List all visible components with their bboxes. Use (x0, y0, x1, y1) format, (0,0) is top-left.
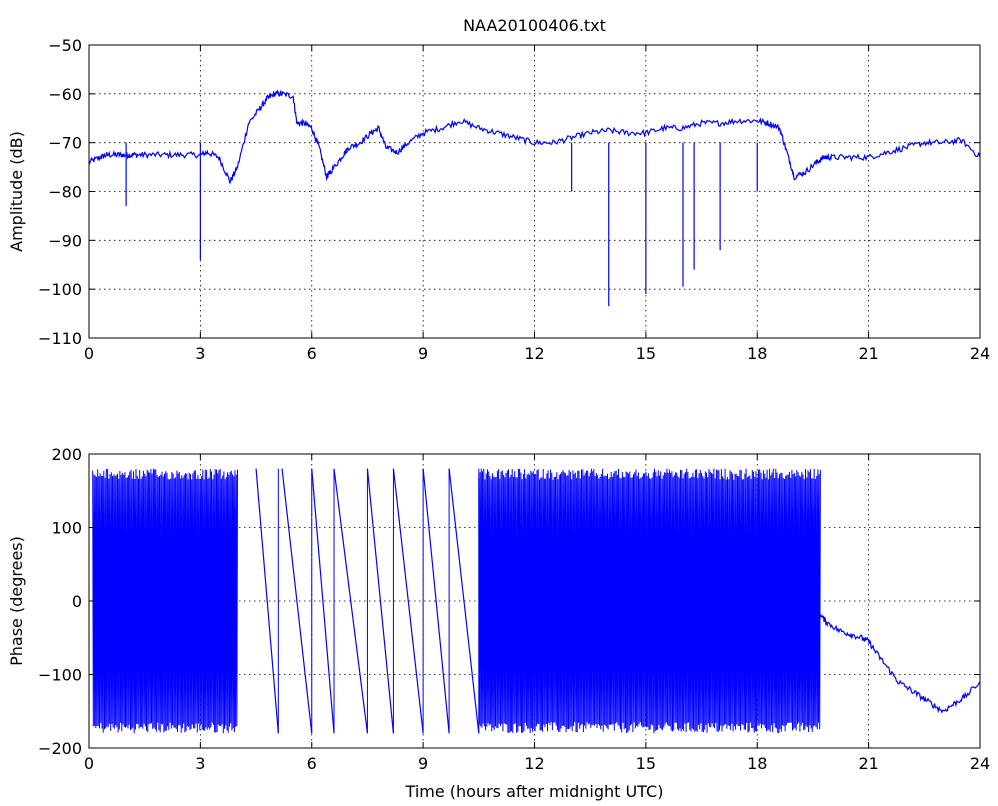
phase-ramp (333, 468, 369, 734)
x-tick-label: 12 (524, 754, 544, 773)
x-tick-label: 18 (747, 344, 767, 363)
x-tick-label: 15 (636, 344, 656, 363)
y-tick-label: 0 (72, 592, 82, 611)
amplitude-y-axis-label: Amplitude (dB) (7, 131, 26, 252)
y-tick-label: −200 (38, 739, 82, 758)
x-tick-label: 18 (747, 754, 767, 773)
phase-y-axis-label: Phase (degrees) (7, 536, 26, 666)
phase-ramp (281, 468, 313, 734)
x-tick-label: 0 (84, 754, 94, 773)
y-tick-label: 200 (51, 445, 82, 464)
phase-ramp (422, 468, 450, 734)
x-tick-label: 9 (418, 754, 428, 773)
phase-wrapped-region (478, 468, 821, 734)
x-tick-label: 0 (84, 344, 94, 363)
x-tick-label: 3 (195, 754, 205, 773)
y-tick-label: −80 (48, 183, 82, 202)
phase-ramp (311, 468, 335, 734)
y-tick-label: −50 (48, 36, 82, 55)
x-tick-label: 24 (970, 344, 990, 363)
data-layer (89, 89, 980, 307)
data-layer (92, 468, 980, 734)
phase-ramp (448, 468, 480, 734)
phase-ramp (392, 468, 424, 734)
x-tick-label: 6 (307, 344, 317, 363)
time-x-axis-label: Time (hours after midnight UTC) (405, 782, 664, 801)
x-tick-label: 9 (418, 344, 428, 363)
phase-series-line (819, 613, 980, 714)
x-tick-label: 21 (858, 754, 878, 773)
x-tick-label: 21 (858, 344, 878, 363)
phase-panel: Time (hours after midnight UTC) Phase (d… (7, 445, 990, 801)
x-tick-label: 6 (307, 754, 317, 773)
phase-wrapped-region (92, 468, 238, 734)
phase-ramp (366, 468, 395, 734)
phase-ramp (255, 468, 279, 734)
x-tick-label: 12 (524, 344, 544, 363)
y-tick-label: −110 (38, 329, 82, 348)
amplitude-series-line (89, 89, 980, 184)
y-tick-label: −60 (48, 85, 82, 104)
x-tick-label: 3 (195, 344, 205, 363)
y-tick-label: −90 (48, 231, 82, 250)
amplitude-panel: NAA20100406.txt Amplitude (dB) 0 3 6 9 12 15 1… (7, 16, 990, 363)
x-tick-label: 15 (636, 754, 656, 773)
x-tick-label: 24 (970, 754, 990, 773)
y-tick-label: −70 (48, 134, 82, 153)
y-tick-label: 100 (51, 519, 82, 538)
y-tick-label: −100 (38, 666, 82, 685)
chart-title: NAA20100406.txt (463, 16, 606, 35)
y-tick-label: −100 (38, 280, 82, 299)
